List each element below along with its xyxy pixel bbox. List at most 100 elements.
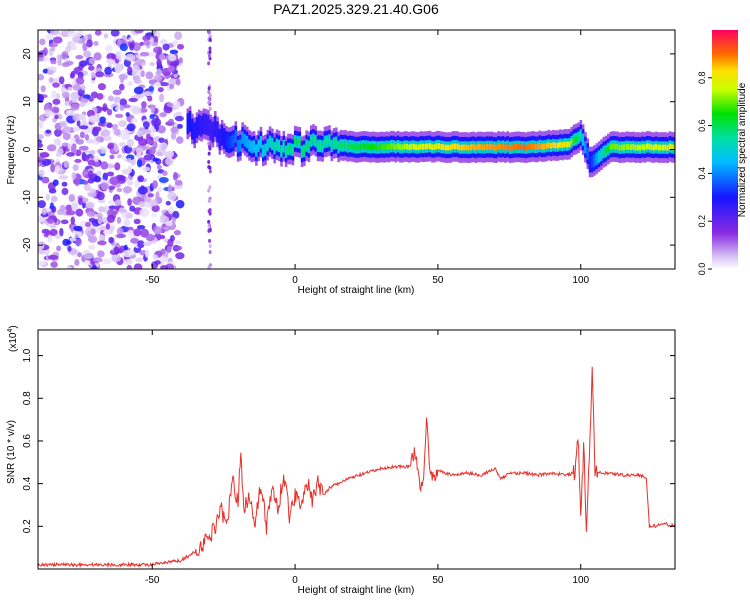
spectrogram-ridge-cell <box>529 144 532 150</box>
spectrogram-noise-cell <box>108 236 114 244</box>
spectrogram-noise-cell <box>131 117 138 124</box>
spectrogram-ridge-cell <box>437 143 441 150</box>
spectrogram-ridge-cell <box>426 143 430 150</box>
spectrogram-noise-cell <box>141 61 146 67</box>
spectrogram-noise-cell <box>83 50 92 58</box>
spectrogram-noise-cell <box>38 241 45 251</box>
spectrogram-ridge-cell <box>490 144 494 150</box>
spectrogram-xlabel: Height of straight line (km) <box>298 285 415 296</box>
spectrogram-noise-cell <box>88 115 99 123</box>
spectrogram-ridge-cell <box>593 157 596 164</box>
spectrogram-noise-cell <box>108 185 116 190</box>
spectrogram-noise-cell <box>114 113 124 118</box>
spectrogram-noise-cell <box>141 101 147 109</box>
spectrogram-ridge-cell <box>241 134 244 141</box>
spectrogram-noise-cell <box>79 101 86 108</box>
spectrogram-noise-cell <box>68 194 76 202</box>
spectrogram-noise-cell <box>173 229 181 236</box>
spectrogram-noise-cell <box>122 249 132 258</box>
spectrogram-ridge-cell <box>323 139 327 145</box>
spectrogram-noise-cell <box>118 207 126 214</box>
colorbar-gradient <box>712 30 738 269</box>
spectrogram-ridge-cell <box>627 144 631 150</box>
spectrogram-ridge-cell <box>527 144 530 150</box>
spectrogram-noise-cell <box>50 195 58 203</box>
spectrogram-noise-cell <box>103 135 112 142</box>
chart-title: PAZ1.2025.329.21.40.G06 <box>273 1 439 17</box>
spectrogram-noise-cell <box>148 86 154 92</box>
spectrogram-ridge-cell <box>623 144 626 151</box>
spectrogram-noise-cell <box>118 120 127 128</box>
spectrogram-noise-cell <box>64 100 70 107</box>
spectrogram-ridge-cell <box>259 139 263 146</box>
spectrogram-noise-cell <box>123 218 131 228</box>
spectrogram-noise-cell <box>113 246 120 255</box>
spectrogram-noise-cell <box>139 41 145 46</box>
spectrogram-noise-cell <box>119 104 125 112</box>
spectrogram-ridge-cell <box>188 118 192 125</box>
spectrogram-noise-cell <box>48 254 59 260</box>
spectrogram-noise-cell <box>55 165 61 173</box>
spectrogram-ridge-cell <box>371 143 375 150</box>
spectrogram-noise-cell <box>207 198 211 203</box>
spectrogram-noise-cell <box>65 109 75 116</box>
spectrogram-ridge-cell <box>227 139 231 146</box>
spectrogram-noise-cell <box>129 205 136 212</box>
spectrogram-noise-cell <box>137 240 145 249</box>
spectrogram-noise-cell <box>60 87 67 93</box>
spectrogram-noise-cell <box>70 103 80 111</box>
spectrogram-noise-cell <box>118 83 125 91</box>
spectrogram-noise-cell <box>145 71 154 80</box>
spectrogram-noise-cell <box>87 178 95 184</box>
spectrogram-ridge-cell <box>337 144 340 150</box>
spectrogram-noise-cell <box>100 106 109 111</box>
spectrogram-ridge-cell <box>538 142 542 149</box>
spectrogram-ridge-cell <box>577 134 580 141</box>
spectrogram-noise-cell <box>127 66 133 75</box>
spectrogram-ridge-cell <box>353 144 356 150</box>
spectrogram-noise-cell <box>125 212 133 219</box>
spectrogram-ridge-cell <box>632 144 635 150</box>
spectrogram-noise-cell <box>61 51 69 59</box>
spectrogram-noise-cell <box>61 181 68 187</box>
spectrogram-noise-cell <box>113 128 121 136</box>
spectrogram-noise-cell <box>151 204 160 213</box>
spectrogram-noise-cell <box>112 123 119 131</box>
spectrogram-noise-cell <box>63 160 70 168</box>
spectrogram-noise-cell <box>144 249 150 258</box>
spectrogram-noise-cell <box>106 163 115 169</box>
spectrogram-noise-cell <box>87 235 98 243</box>
spectrogram-noise-cell <box>146 133 151 141</box>
spectrogram-ridge-cell <box>191 126 194 132</box>
spectrogram-noise-cell <box>74 177 80 187</box>
spectrogram-ridge-cell <box>506 143 510 150</box>
spectrogram-ridge-cell <box>218 136 222 143</box>
spectrogram-ridge-cell <box>250 144 254 150</box>
spectrogram-ridge-cell <box>469 144 473 151</box>
spectrogram-noise-cell <box>153 46 163 54</box>
spectrogram-noise-cell <box>116 187 123 193</box>
spectrogram-noise-cell <box>78 60 88 67</box>
spectrogram-noise-cell <box>159 53 166 61</box>
spectrogram-noise-cell <box>87 191 97 198</box>
spectrogram-noise-cell <box>52 36 63 44</box>
spectrogram-noise-cell <box>176 123 183 129</box>
spectrogram-noise-cell <box>62 126 70 133</box>
spectrogram-noise-cell <box>38 200 46 209</box>
ytick-label: 10 <box>22 96 33 108</box>
spectrogram-noise-cell <box>149 61 155 67</box>
spectrogram-noise-cell <box>127 165 133 174</box>
spectrogram-noise-cell <box>175 252 185 260</box>
spectrogram-noise-cell <box>107 144 113 149</box>
spectrogram-panel: -50 0 50 100 -20 -10 0 10 20 Height of straight… <box>6 29 676 296</box>
spectrogram-ridge-cell <box>666 144 670 151</box>
colorbar-tick-label: 0.4 <box>697 167 707 180</box>
spectrogram-ridge-cell <box>447 144 450 151</box>
spectrogram-ridge-cell <box>216 129 219 135</box>
spectrogram-ridge-cell <box>543 143 546 150</box>
spectrogram-noise-cell <box>84 183 91 192</box>
spectrogram-ridge-cell <box>655 144 658 150</box>
spectrogram-noise-cell <box>153 74 163 82</box>
spectrogram-noise-cell <box>48 42 58 48</box>
spectrogram-noise-cell <box>208 50 212 55</box>
